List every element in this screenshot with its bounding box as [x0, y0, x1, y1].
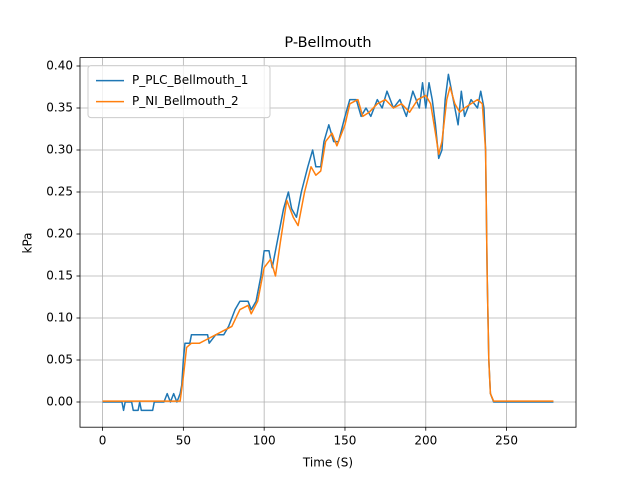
x-tick-label: 200 [414, 434, 437, 448]
legend: P_PLC_Bellmouth_1 P_NI_Bellmouth_2 [87, 65, 271, 119]
x-axis-label: Time (S) [302, 456, 353, 470]
legend-label: P_NI_Bellmouth_2 [132, 94, 239, 108]
x-tick-label: 0 [99, 434, 107, 448]
y-tick-label: 0.10 [46, 311, 73, 325]
x-tick-label: 50 [176, 434, 191, 448]
chart-title: P-Bellmouth [284, 35, 371, 51]
y-tick-label: 0.00 [46, 395, 73, 409]
data-line [102, 73, 554, 412]
y-tick-label: 0.15 [46, 269, 73, 283]
x-tick-label: 250 [495, 434, 518, 448]
plot-frame [79, 57, 577, 428]
legend-label: P_PLC_Bellmouth_1 [132, 73, 248, 87]
x-tick-label: 100 [253, 434, 276, 448]
y-tick-label: 0.20 [46, 227, 73, 241]
y-axis-label: kPa [21, 233, 35, 254]
data-line [102, 86, 554, 402]
y-tick-label: 0.25 [46, 185, 73, 199]
y-tick-label: 0.05 [46, 353, 73, 367]
y-tick-label: 0.40 [46, 59, 73, 73]
x-tick-label: 150 [334, 434, 357, 448]
y-tick-label: 0.35 [46, 101, 73, 115]
y-tick-label: 0.30 [46, 143, 73, 157]
legend-box [87, 65, 271, 119]
